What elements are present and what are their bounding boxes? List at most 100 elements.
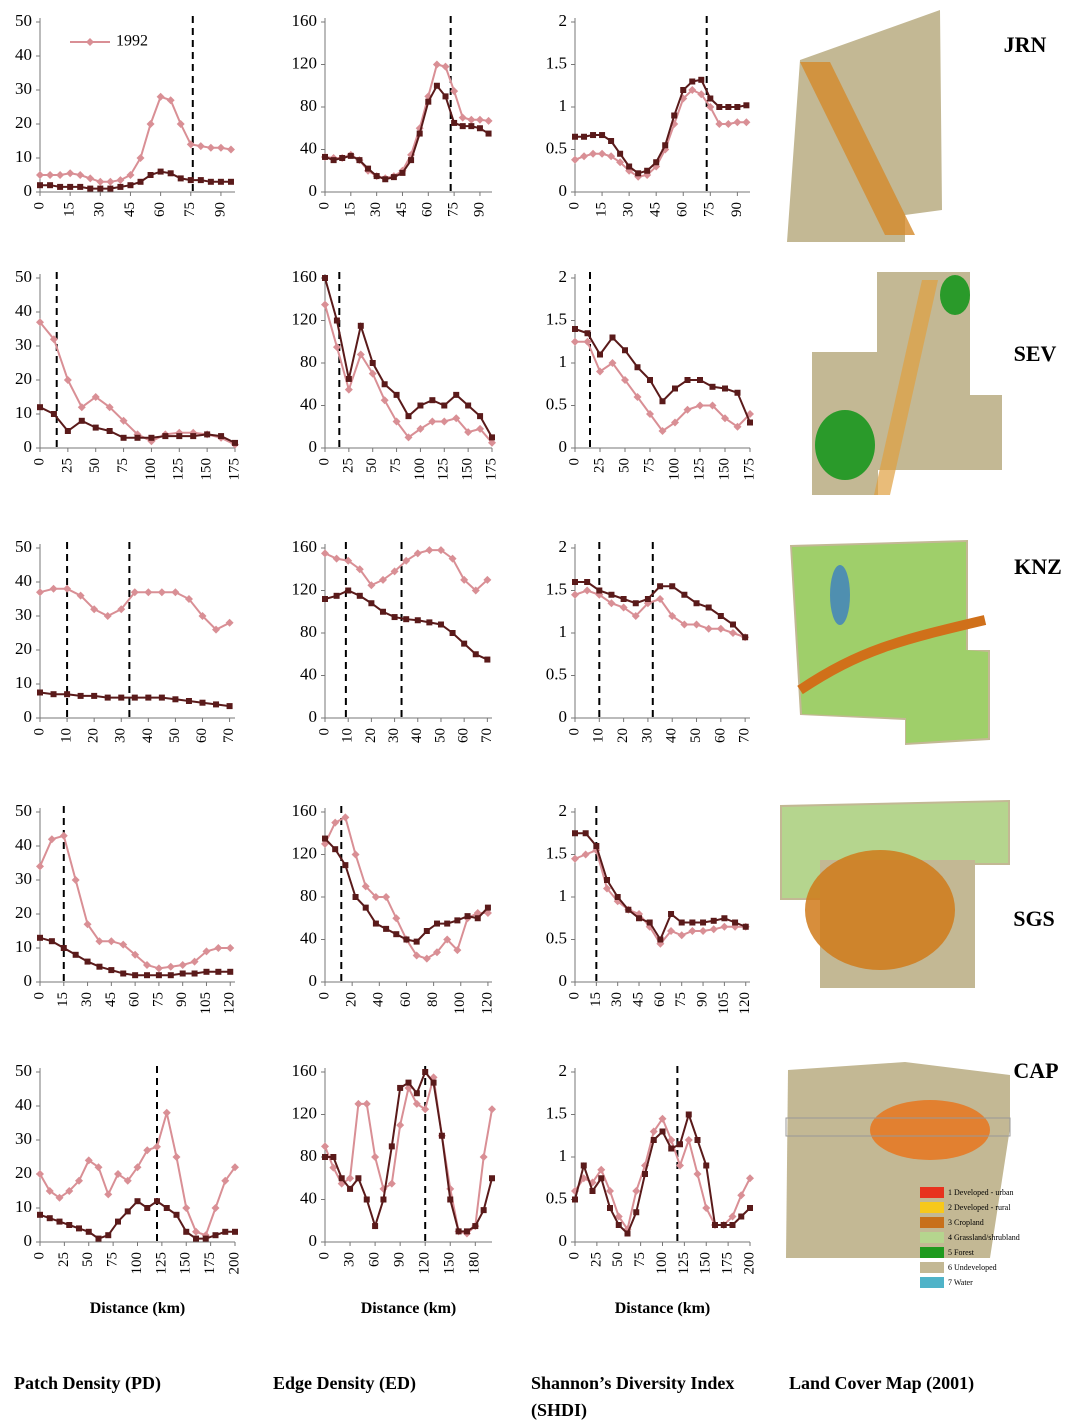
marker [429,397,435,403]
y-tick-label: 160 [292,1061,318,1080]
y-tick-label: 1 [559,352,568,371]
marker [321,301,329,309]
x-tick-label: 50 [80,1252,96,1267]
marker [468,123,474,129]
x-tick-label: 70 [221,728,237,743]
x-tick-label: 0 [566,992,582,1000]
x-tick-label: 45 [122,202,138,217]
x-tick-label: 45 [630,992,646,1007]
marker [147,120,155,128]
marker [176,433,182,439]
series-line [40,322,235,444]
marker [357,593,363,599]
x-tick-label: 100 [412,458,428,481]
marker [473,651,479,657]
x-tick-label: 125 [676,1252,692,1275]
y-tick-label: 2 [559,267,568,286]
marker [222,1229,228,1235]
x-tick-label: 175 [483,458,499,481]
x-tick-label: 50 [432,728,448,743]
marker [608,592,614,598]
marker [644,168,650,174]
marker [218,433,224,439]
y-tick-label: 40 [300,394,317,413]
marker [599,132,605,138]
marker [213,1232,219,1238]
marker [345,386,353,394]
y-tick-label: 10 [15,403,32,422]
marker [438,622,444,628]
marker [392,614,398,620]
y-tick-label: 10 [15,147,32,166]
marker [363,1100,371,1108]
marker [446,1185,454,1193]
marker [703,1163,709,1169]
marker [689,920,695,926]
marker [399,170,405,176]
marker [475,915,481,921]
x-tick-label: 30 [113,728,129,743]
marker [66,169,74,177]
marker [571,591,579,599]
x-tick-label: 90 [174,992,190,1007]
marker [417,403,423,409]
marker [50,585,58,593]
y-tick-label: 30 [15,605,32,624]
x-tick-label: 75 [115,458,131,473]
marker [571,338,579,346]
marker [485,905,491,911]
marker [51,411,57,417]
marker [582,851,590,859]
marker [456,1228,462,1234]
legend-swatch [920,1187,944,1198]
x-tick-label: 20 [615,728,631,743]
marker [459,114,467,122]
marker [721,1222,727,1228]
x-tick-label: 40 [371,992,387,1007]
marker [339,155,345,161]
y-tick-label: 30 [15,869,32,888]
marker [660,1129,666,1135]
marker [685,377,691,383]
series-line [40,836,230,969]
marker [489,434,495,440]
marker [322,154,328,160]
x-tick-label: 45 [394,202,410,217]
y-tick-label: 120 [292,579,318,598]
marker [168,972,174,978]
marker [729,629,737,637]
marker [636,915,642,921]
x-tick-label: 15 [588,992,604,1007]
marker [433,61,441,69]
marker [589,150,597,158]
x-tick-label: 25 [340,458,356,473]
marker [434,83,440,89]
marker [486,131,492,137]
series-line [325,1077,492,1233]
marker [596,588,602,594]
x-tick-label: 105 [198,992,214,1015]
marker [145,695,151,701]
legend-swatch [920,1247,944,1258]
marker [135,1198,141,1204]
marker [368,600,374,606]
x-tick-label: 175 [741,458,757,481]
y-tick-label: 30 [15,335,32,354]
legend-label: 5 Forest [948,1248,975,1257]
marker [485,117,493,125]
marker [171,588,179,596]
marker [116,176,124,184]
marker [442,63,450,71]
marker [406,1080,412,1086]
marker [363,905,369,911]
marker [700,920,706,926]
y-tick-label: 80 [300,1146,317,1165]
marker [679,920,685,926]
x-tick-label: 100 [452,992,468,1015]
marker [57,1219,63,1225]
marker [193,1236,199,1242]
marker [453,392,459,398]
marker [725,104,731,110]
x-tick-label: 175 [226,458,242,481]
marker [64,376,72,384]
